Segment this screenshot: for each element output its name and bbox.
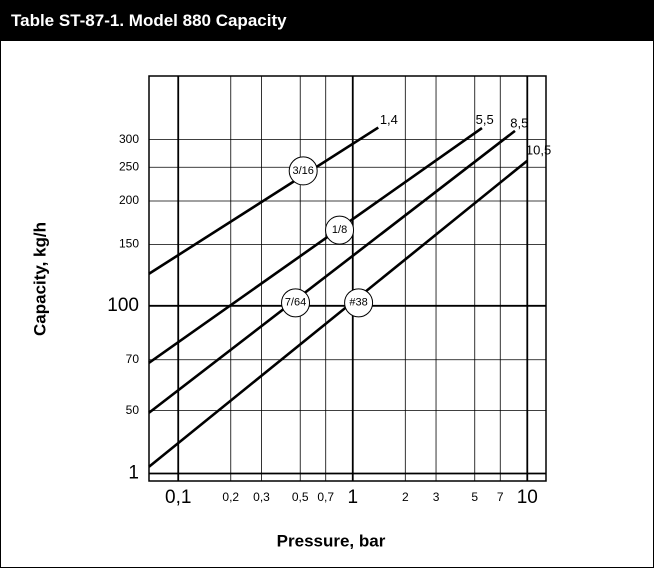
plot-area (148, 75, 547, 482)
x-tick-label: 2 (402, 490, 409, 504)
y-tick-label: 100 (107, 295, 139, 316)
y-tick-label: 250 (119, 159, 139, 173)
x-tick-label: 0,2 (222, 490, 239, 504)
series-line (148, 159, 529, 468)
annotation: 8,5 (510, 115, 528, 130)
y-tick-label: 200 (119, 193, 139, 207)
annotation: 10,5 (526, 143, 551, 158)
annotation-circle (281, 288, 311, 318)
annotation: 7/64 (285, 297, 306, 309)
y-tick-label: 50 (126, 403, 140, 417)
x-axis-label: Pressure, bar (277, 531, 386, 550)
x-tick-label: 0,5 (292, 490, 309, 504)
annotation: 3/16 (292, 165, 313, 177)
x-tick-label: 1 (347, 487, 358, 508)
x-tick-label: 7 (497, 490, 504, 504)
y-axis-label: Capacity, kg/h (30, 222, 49, 336)
annotation: #38 (349, 297, 367, 309)
annotation-circle (325, 215, 355, 245)
x-tick-label: 0,3 (253, 490, 270, 504)
x-tick-label: 10 (517, 487, 538, 508)
x-tick-label: 0,7 (317, 490, 334, 504)
annotation: 1/8 (332, 224, 347, 236)
y-tick-label: 150 (119, 237, 139, 251)
annotation: 1,4 (380, 112, 398, 127)
annotation: 5,5 (476, 112, 494, 127)
series-line (148, 126, 483, 364)
series-line (148, 129, 516, 414)
chart: Pressure, bar Capacity, kg/h 0,1 0,2 0,3 0,… (30, 75, 551, 550)
x-tick-label: 3 (433, 490, 440, 504)
series-line (148, 126, 379, 275)
x-tick-label: 5 (471, 490, 478, 504)
annotation-circle (344, 288, 374, 318)
x-tick-label: 0,1 (165, 487, 191, 508)
annotation-circle (288, 156, 318, 186)
y-tick-label: 70 (126, 352, 140, 366)
y-tick-label: 300 (119, 132, 139, 146)
header-title: Table ST-87-1. Model 880 Capacity (1, 1, 653, 41)
y-tick-label: 1 (128, 462, 139, 483)
